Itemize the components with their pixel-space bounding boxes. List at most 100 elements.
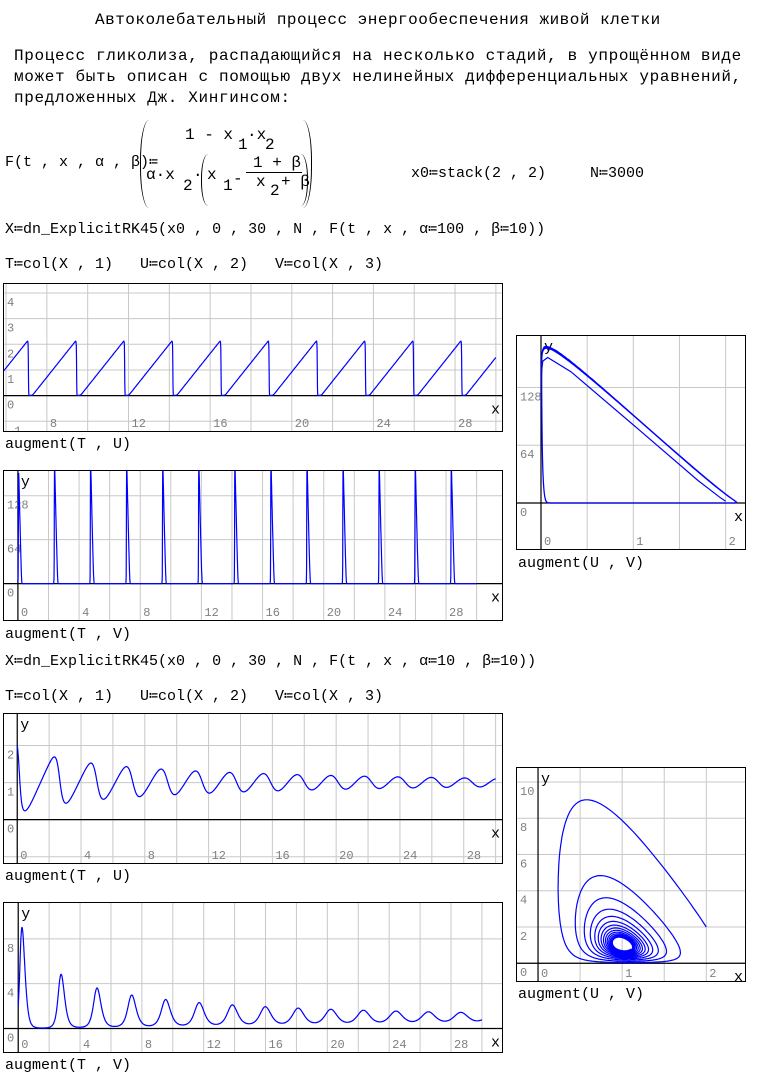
x-tick-label: 0: [20, 849, 27, 863]
x-tick-label: 0: [21, 606, 28, 620]
x-tick-label: 16: [269, 1038, 283, 1052]
y-tick-label: 0: [7, 823, 14, 837]
col-t-1[interactable]: T≔col(X , 1): [5, 256, 114, 273]
x-tick-label: 20: [327, 606, 341, 620]
y-axis-label: y: [20, 717, 29, 734]
y-tick-label: 4: [7, 987, 14, 1001]
x-tick-label: 28: [467, 849, 481, 863]
x-axis-label: x: [491, 826, 500, 843]
x-tick-label: 12: [212, 849, 226, 863]
inner-parentheses: [201, 154, 308, 206]
y-tick-label: 2: [520, 930, 527, 944]
plot-canvas: 0 4 8 12 16 20 24 28 0 4 8 x y: [4, 903, 502, 1052]
y-tick-label: 3: [7, 322, 14, 336]
x-tick-label: 24: [392, 1038, 406, 1052]
plot-canvas: 0 1 2 0 2 4 6 8 10 x y: [517, 768, 745, 981]
row2-sub2: 1: [223, 177, 233, 195]
x-tick-label: 8: [143, 606, 150, 620]
y-axis-label: y: [21, 906, 30, 923]
y-tick-label: 128: [520, 390, 542, 404]
x-tick-label: 8: [50, 417, 57, 431]
col-u-1[interactable]: U≔col(X , 2): [140, 256, 249, 273]
y-tick-label: 10: [520, 785, 534, 799]
x-tick-label: 4: [82, 606, 89, 620]
series-line: [17, 471, 477, 585]
y-tick-label: 64: [520, 448, 534, 462]
x-tick-label: 4: [83, 1038, 90, 1052]
x-tick-label: 1: [625, 967, 632, 981]
plot-caption: augment(T , U): [5, 868, 132, 885]
x-tick-label: 12: [204, 606, 218, 620]
fraction-den-x: x: [256, 173, 266, 191]
row1-sub2: 2: [265, 136, 275, 154]
y-tick-label: 2: [7, 749, 14, 763]
x-tick-label: 16: [213, 417, 227, 431]
x-tick-label: 8: [148, 849, 155, 863]
fraction-den-sub: 2: [270, 182, 280, 200]
plot-t-v-alpha100[interactable]: 0 4 8 12 16 20 24 28 0 64 128 x y: [3, 470, 503, 621]
x-tick-label: 12: [132, 417, 146, 431]
x-axis-label: x: [491, 1034, 500, 1051]
y-tick-label: 0: [520, 506, 527, 520]
plot-u-v-alpha100[interactable]: 0 1 2 0 64 128 x y: [516, 335, 746, 550]
y-tick-label: 64: [7, 543, 21, 557]
y-tick-label: 6: [520, 857, 527, 871]
y-axis-label: y: [541, 771, 550, 788]
y-tick-label: 0: [520, 966, 527, 980]
y-tick-label: 4: [520, 894, 527, 908]
y-tick-label: 2: [7, 347, 14, 361]
x-tick-label: 0: [544, 535, 551, 549]
row2-term: α·x: [146, 166, 175, 184]
fraction-den-rest: + β: [281, 173, 310, 191]
row2-x: x: [207, 166, 217, 184]
fraction-numerator: 1 + β: [253, 154, 302, 172]
row2-minus: -: [233, 170, 243, 188]
plot-u-v-alpha10[interactable]: 0 1 2 0 2 4 6 8 10 x y: [516, 767, 746, 982]
col-t-2[interactable]: T≔col(X , 1): [5, 688, 114, 705]
row2-dot: ·: [193, 166, 203, 184]
x-axis-label: x: [491, 590, 500, 607]
y-tick-label: 1: [7, 786, 14, 800]
x-tick-label: 4: [84, 849, 91, 863]
y-tick-label: 8: [7, 942, 14, 956]
x-tick-label: 0: [21, 1038, 28, 1052]
plot-t-u-alpha10[interactable]: 0 4 8 12 16 20 24 28 0 1 2 x y: [3, 713, 503, 864]
x-tick-label: 28: [454, 1038, 468, 1052]
x-tick-label: 24: [388, 606, 402, 620]
x-tick-label: 1: [636, 535, 643, 549]
solve-expression-1[interactable]: X≔dn_ExplicitRK45(x0 , 0 , 30 , N , F(t …: [5, 221, 546, 238]
plot-caption: augment(T , V): [5, 626, 132, 643]
matrix-parentheses: [140, 120, 312, 208]
x-tick-label: 0: [541, 967, 548, 981]
x-tick-label: 24: [403, 849, 417, 863]
series-line: [4, 340, 497, 397]
col-v-2[interactable]: V≔col(X , 3): [275, 688, 384, 705]
plot-canvas: 0 4 8 12 16 20 24 28 0 64 128 x y: [4, 471, 502, 620]
y-tick-label: 8: [520, 821, 527, 835]
series-line: [541, 345, 738, 504]
plot-caption: augment(T , U): [5, 436, 132, 453]
x-axis-label: x: [491, 402, 500, 419]
x-tick-label: 24: [376, 417, 390, 431]
series-line: [17, 926, 483, 1029]
definition-lhs: F(t , x , α , β)≔: [5, 154, 159, 171]
intro-line-2: может быть описан с помощью двух нелиней…: [14, 68, 742, 86]
y-tick-label: 0: [7, 1031, 14, 1045]
y-tick-label: 1: [7, 373, 14, 387]
plot-t-v-alpha10[interactable]: 0 4 8 12 16 20 24 28 0 4 8 x y: [3, 902, 503, 1053]
x-axis-label: x: [734, 969, 743, 981]
n-definition[interactable]: N≔3000: [590, 165, 645, 182]
y-tick-label: -1: [7, 424, 21, 431]
x0-definition[interactable]: x0≔stack(2 , 2): [411, 165, 547, 182]
series-line: [16, 745, 496, 812]
col-v-1[interactable]: V≔col(X , 3): [275, 256, 384, 273]
x-tick-label: 20: [339, 849, 353, 863]
col-u-2[interactable]: U≔col(X , 2): [140, 688, 249, 705]
solve-expression-2[interactable]: X≔dn_ExplicitRK45(x0 , 0 , 30 , N , F(t …: [5, 653, 537, 670]
x-tick-label: 28: [449, 606, 463, 620]
plot-caption: augment(T , V): [5, 1057, 132, 1074]
row2-sub1: 2: [183, 177, 193, 195]
